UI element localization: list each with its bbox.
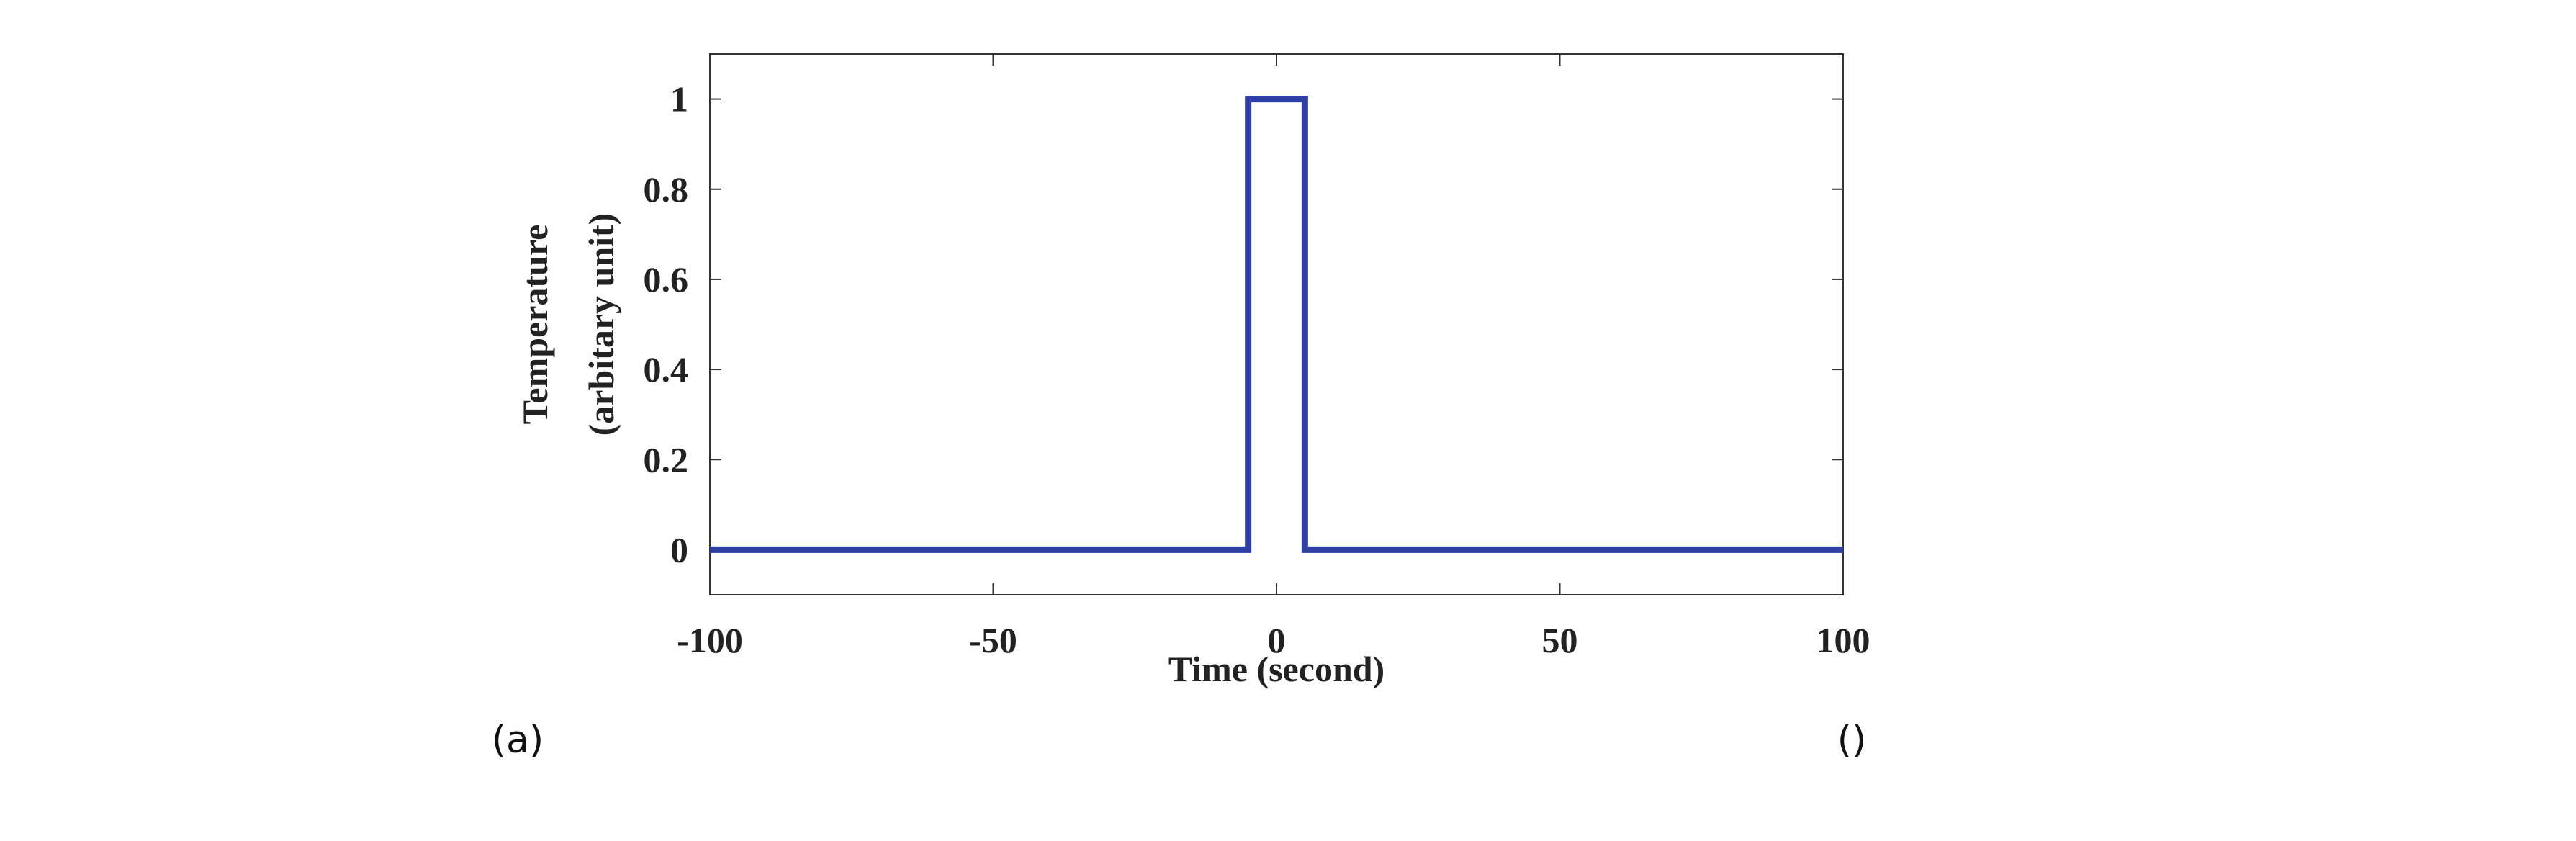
plot-frame <box>709 53 1844 595</box>
y-tick-label: 0 <box>670 529 688 570</box>
y-axis-label: Temperature <box>515 225 555 425</box>
x-tick-label: -100 <box>677 620 743 660</box>
y-tick-label: 0.4 <box>644 349 689 390</box>
x-tick-label: 50 <box>1542 620 1578 660</box>
y-tick-label: 1 <box>670 79 688 120</box>
y-axis-label: (arbitary unit) <box>581 213 621 436</box>
x-tick-label: -50 <box>969 620 1017 660</box>
y-tick-label: 0.2 <box>644 439 689 480</box>
x-tick-label: 0 <box>1268 620 1286 660</box>
panel-label: (a) <box>492 719 544 762</box>
y-tick-label: 0.8 <box>644 169 689 210</box>
panel-label: () <box>1837 719 1867 762</box>
data-line <box>710 96 1843 553</box>
x-tick-label: 100 <box>1816 620 1870 660</box>
x-axis-label: Time (second) <box>1168 649 1384 689</box>
y-tick-label: 0.6 <box>644 259 689 300</box>
